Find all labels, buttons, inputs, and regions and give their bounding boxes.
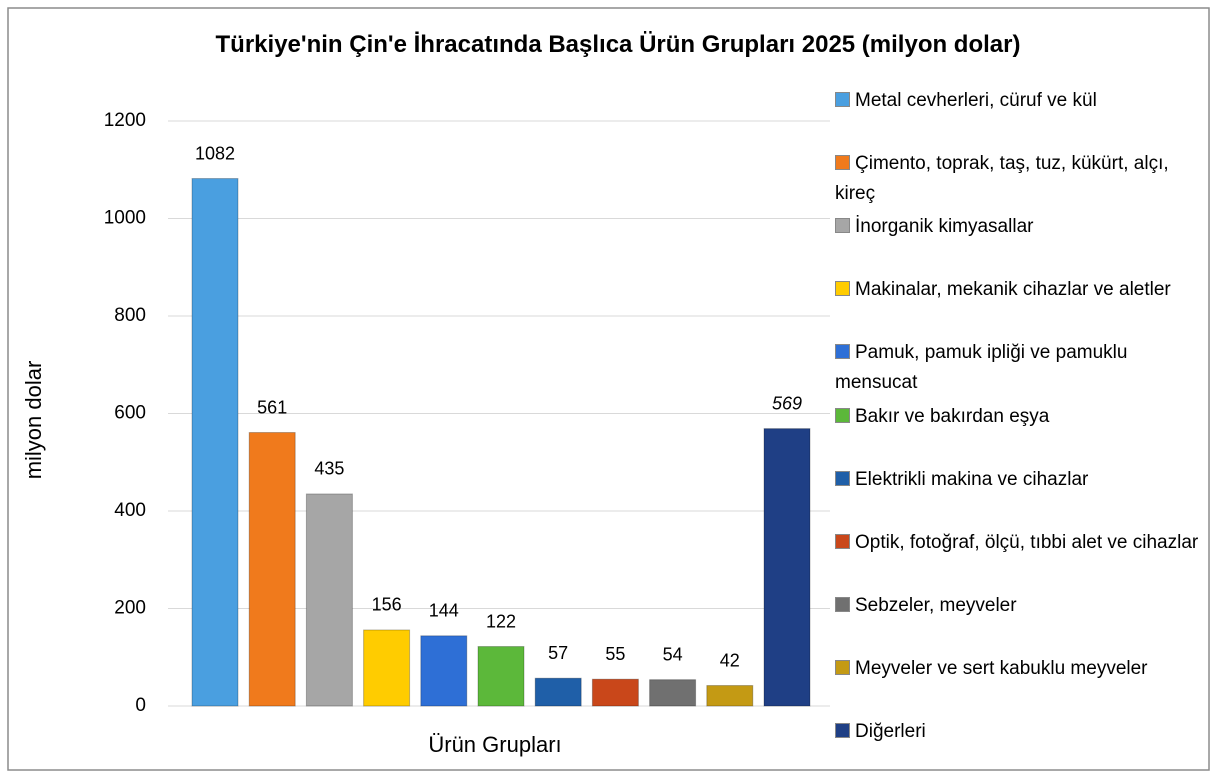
data-label: 569	[772, 393, 802, 413]
legend-label: Diğerleri	[855, 721, 926, 742]
legend-swatch	[835, 155, 850, 171]
legend-entry: Pamuk, pamuk ipliği ve pamuklu mensucat	[835, 338, 1205, 398]
bar	[191, 178, 239, 707]
legend-swatch	[835, 596, 850, 612]
legend-entry: Sebzeler, meyveler	[835, 591, 1205, 621]
bar	[649, 679, 697, 707]
legend-swatch	[835, 407, 850, 423]
data-label: 57	[548, 643, 568, 663]
data-label: 42	[720, 650, 740, 670]
y-tick-label: 200	[114, 598, 146, 619]
y-axis-label: milyon dolar	[21, 361, 46, 480]
legend-label: İnorganik kimyasallar	[855, 216, 1034, 238]
y-tick-label: 1000	[104, 208, 146, 229]
legend-entry: Optik, fotoğraf, ölçü, tıbbi alet ve cih…	[835, 528, 1205, 558]
legend-entry: Elektrikli makina ve cihazlar	[835, 465, 1205, 495]
data-label: 122	[486, 611, 516, 631]
chart-border	[7, 7, 1210, 771]
bar	[591, 678, 639, 707]
legend-swatch	[835, 218, 850, 234]
bar	[706, 685, 754, 707]
data-label: 435	[314, 459, 344, 479]
bar	[477, 646, 525, 707]
legend-label: Makinalar, mekanik cihazlar ve aletler	[855, 279, 1171, 301]
legend-label: Çimento, toprak, taş, tuz, kükürt, alçı,…	[835, 153, 1169, 205]
legend-swatch	[835, 92, 850, 107]
y-tick-label: 600	[114, 403, 146, 424]
legend-entry: Makinalar, mekanik cihazlar ve aletler	[835, 275, 1205, 305]
data-label: 54	[663, 644, 683, 664]
chart-title: Türkiye'nin Çin'e İhracatında Başlıca Ür…	[215, 31, 1021, 58]
data-label: 55	[605, 644, 625, 664]
legend-swatch	[835, 344, 850, 360]
y-tick-label: 0	[135, 695, 146, 716]
legend-label: Bakır ve bakırdan eşya	[855, 405, 1050, 427]
legend-label: Sebzeler, meyveler	[855, 594, 1017, 616]
legend-entry: Diğerleri	[835, 717, 1205, 747]
legend-entry: Bakır ve bakırdan eşya	[835, 402, 1205, 432]
legend-entry: Metal cevherleri, cüruf ve kül	[835, 86, 1205, 116]
legend-label: Metal cevherleri, cüruf ve kül	[855, 90, 1097, 111]
legend-label: Optik, fotoğraf, ölçü, tıbbi alet ve cih…	[855, 531, 1199, 553]
legend-label: Elektrikli makina ve cihazlar	[855, 468, 1089, 490]
y-tick-label: 400	[114, 500, 146, 521]
legend-entry: Çimento, toprak, taş, tuz, kükürt, alçı,…	[835, 149, 1205, 209]
y-tick-label: 1200	[104, 110, 146, 131]
legend-swatch	[835, 723, 850, 738]
y-tick-label: 800	[114, 305, 146, 326]
data-label: 156	[372, 595, 402, 615]
legend-swatch	[835, 470, 850, 486]
legend-label: Pamuk, pamuk ipliği ve pamuklu mensucat	[835, 342, 1128, 394]
data-label: 1082	[195, 143, 235, 163]
data-label: 561	[257, 397, 287, 417]
bar	[305, 493, 353, 707]
bar	[363, 629, 411, 707]
legend-swatch	[835, 281, 850, 297]
bar	[763, 428, 811, 707]
x-axis-label: Ürün Grupları	[428, 732, 561, 757]
legend-swatch	[835, 533, 850, 549]
legend-entry: İnorganik kimyasallar	[835, 212, 1205, 242]
bar	[420, 635, 468, 707]
legend-label: Meyveler ve sert kabuklu meyveler	[855, 657, 1148, 679]
data-label: 144	[429, 601, 459, 621]
legend-swatch	[835, 659, 850, 675]
bar	[248, 432, 296, 707]
legend-entry: Meyveler ve sert kabuklu meyveler	[835, 654, 1205, 684]
bar	[534, 677, 582, 707]
